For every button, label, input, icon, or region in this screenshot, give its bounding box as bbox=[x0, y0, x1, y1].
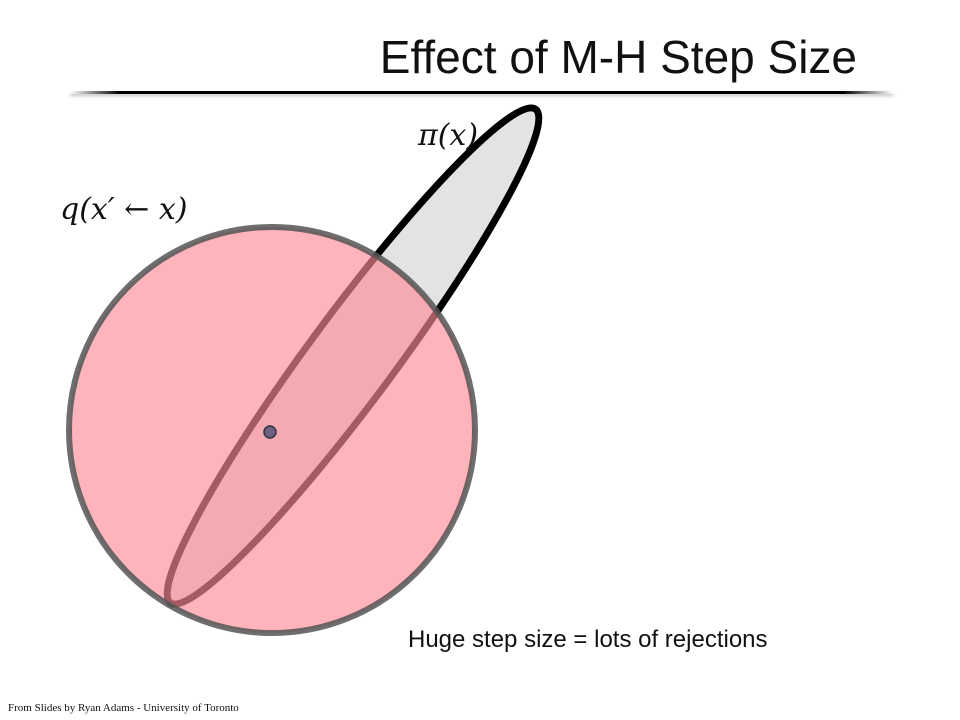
slide-title: Effect of M-H Step Size bbox=[379, 31, 857, 83]
source-credit: From Slides by Ryan Adams - University o… bbox=[8, 702, 239, 714]
proposal-distribution-label: q(x′ ← x) bbox=[60, 192, 188, 227]
target-distribution-label: π(x) bbox=[418, 118, 479, 153]
title-divider bbox=[70, 91, 893, 94]
current-state-point bbox=[263, 425, 277, 439]
slide-caption: Huge step size = lots of rejections bbox=[408, 626, 768, 653]
